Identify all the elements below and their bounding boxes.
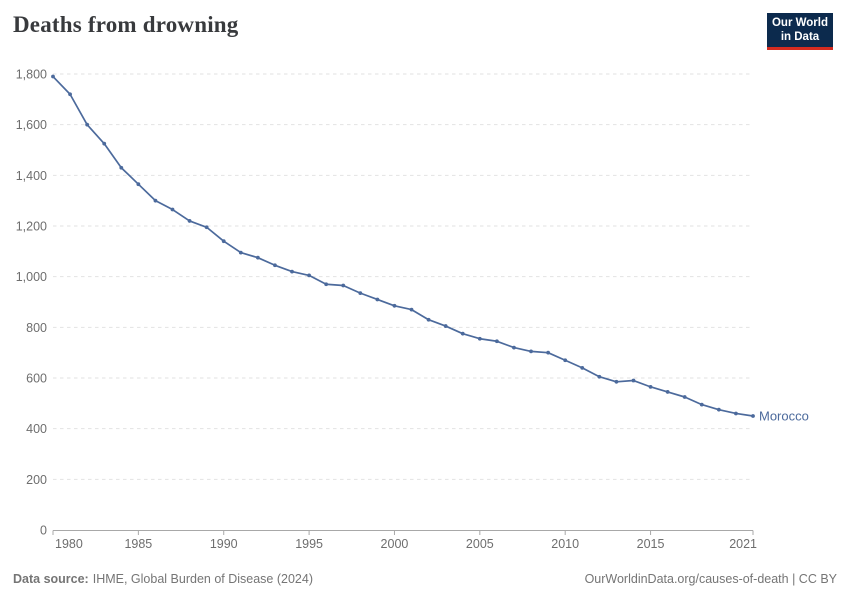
y-tick-label: 0 (40, 524, 47, 538)
data-point-1997[interactable] (341, 283, 346, 288)
data-point-1992[interactable] (255, 255, 260, 260)
data-point-2020[interactable] (734, 411, 738, 416)
x-tick-label: 2010 (551, 537, 579, 551)
data-point-1998[interactable] (358, 291, 363, 296)
data-point-1988[interactable] (187, 219, 192, 223)
x-tick-label: 2005 (466, 537, 494, 551)
data-point-2016[interactable] (665, 390, 670, 394)
data-point-2001[interactable] (409, 307, 414, 312)
y-tick-label: 1,600 (16, 118, 47, 132)
owid-logo-line1: Our World (771, 17, 828, 29)
y-tick-label: 1,400 (16, 169, 47, 183)
data-point-1990[interactable] (221, 239, 226, 244)
data-point-2004[interactable] (460, 331, 465, 336)
y-tick-label: 400 (26, 422, 47, 436)
data-point-2012[interactable] (597, 374, 602, 379)
data-point-1984[interactable] (119, 165, 124, 170)
owid-logo[interactable]: Our World in Data (767, 13, 833, 50)
chart-footer: Data source: IHME, Global Burden of Disea… (13, 572, 837, 586)
data-point-1983[interactable] (102, 141, 107, 146)
y-tick-label: 1,000 (16, 270, 47, 284)
y-tick-label: 600 (26, 372, 47, 386)
data-point-2007[interactable] (512, 345, 516, 350)
y-tick-label: 1,800 (16, 68, 47, 82)
data-source: Data source: IHME, Global Burden of Disea… (13, 572, 313, 586)
x-tick-label: 1985 (124, 537, 152, 551)
data-point-2002[interactable] (426, 317, 431, 322)
data-point-2006[interactable] (495, 339, 499, 344)
y-tick-label: 800 (26, 321, 47, 335)
data-point-2000[interactable] (392, 303, 397, 308)
data-point-1994[interactable] (290, 269, 294, 274)
data-point-1993[interactable] (273, 263, 277, 268)
data-point-1991[interactable] (238, 250, 243, 255)
data-point-1981[interactable] (68, 92, 72, 97)
y-tick-label: 1,200 (16, 220, 47, 234)
data-point-2019[interactable] (716, 407, 721, 412)
data-point-2010[interactable] (563, 358, 568, 363)
data-point-2005[interactable] (477, 336, 482, 341)
data-point-2013[interactable] (614, 379, 619, 384)
data-source-label: Data source: (13, 572, 89, 586)
y-tick-label: 200 (26, 473, 47, 487)
series-end-label[interactable]: Morocco (759, 409, 809, 424)
series-line-morocco[interactable] (52, 75, 754, 417)
data-point-2011[interactable] (580, 365, 585, 370)
data-point-1986[interactable] (153, 198, 158, 203)
data-point-1980[interactable] (51, 74, 55, 79)
data-point-1989[interactable] (204, 225, 209, 230)
data-point-2021[interactable] (751, 414, 755, 418)
data-point-1985[interactable] (136, 182, 141, 187)
x-tick-label: 1995 (295, 537, 323, 551)
chart-header: Deaths from drowning Our World in Data (0, 0, 850, 58)
data-point-1982[interactable] (85, 122, 90, 127)
data-point-2008[interactable] (529, 349, 533, 354)
data-point-1995[interactable] (307, 273, 311, 278)
owid-logo-line2: in Data (780, 30, 820, 43)
data-source-text: IHME, Global Burden of Disease (2024) (92, 572, 313, 586)
data-point-1996[interactable] (324, 282, 329, 287)
data-point-2017[interactable] (682, 395, 687, 399)
x-tick-label: 1990 (210, 537, 238, 551)
credit-link[interactable]: OurWorldinData.org/causes-of-death | CC … (584, 572, 837, 586)
data-point-1999[interactable] (375, 297, 380, 302)
page-title: Deaths from drowning (13, 12, 239, 37)
data-point-2003[interactable] (443, 324, 448, 328)
x-tick-label: 1980 (55, 537, 83, 551)
data-point-2018[interactable] (699, 402, 704, 407)
data-point-2014[interactable] (631, 378, 636, 383)
data-point-1987[interactable] (170, 207, 175, 212)
data-point-2015[interactable] (648, 384, 653, 389)
data-point-2009[interactable] (546, 350, 551, 355)
x-tick-label: 2021 (729, 537, 757, 551)
x-tick-label: 2015 (637, 537, 665, 551)
x-tick-label: 2000 (381, 537, 409, 551)
